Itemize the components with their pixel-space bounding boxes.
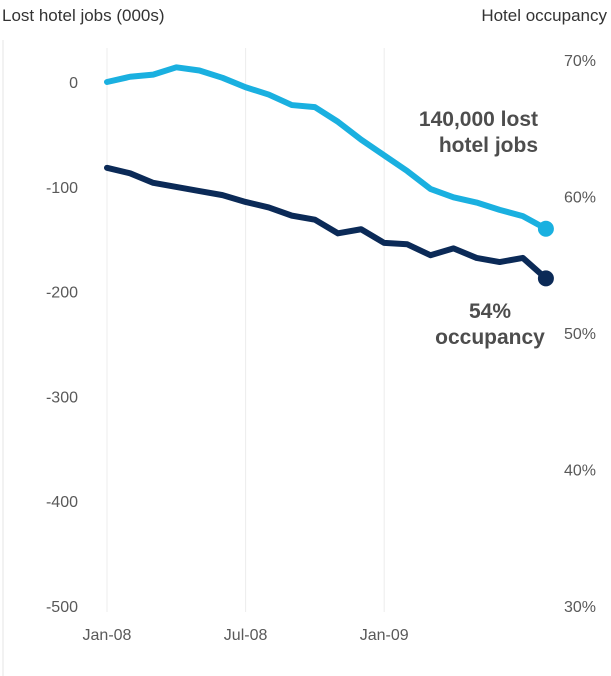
x-tick-label: Jan-09 (360, 627, 409, 644)
left-tick-label: 0 (69, 75, 78, 92)
right-tick-label: 70% (564, 53, 596, 70)
right-tick-label: 50% (564, 326, 596, 343)
annotation-occ_note: occupancy (435, 326, 545, 349)
annotation-occ_note: 54% (469, 300, 511, 323)
series-endpoint-lost_jobs (537, 220, 554, 237)
left-tick-label: -500 (46, 599, 78, 616)
left-tick-label: -300 (46, 389, 78, 406)
right-tick-label: 60% (564, 190, 596, 207)
right-tick-label: 30% (564, 599, 596, 616)
left-tick-label: -400 (46, 494, 78, 511)
series-endpoint-occupancy (537, 270, 554, 287)
left-tick-label: -200 (46, 285, 78, 302)
x-tick-label: Jul-08 (224, 627, 268, 644)
left-tick-label: -100 (46, 180, 78, 197)
left-axis-title: Lost hotel jobs (000s) (2, 6, 165, 25)
right-tick-label: 40% (564, 463, 596, 480)
annotation-jobs_note: hotel jobs (439, 134, 538, 157)
series-line-occupancy (104, 164, 549, 282)
right-axis-title: Hotel occupancy (481, 6, 607, 25)
series-line-lost_jobs (104, 64, 549, 232)
annotation-jobs_note: 140,000 lost (419, 108, 538, 131)
x-tick-label: Jan-08 (83, 627, 132, 644)
